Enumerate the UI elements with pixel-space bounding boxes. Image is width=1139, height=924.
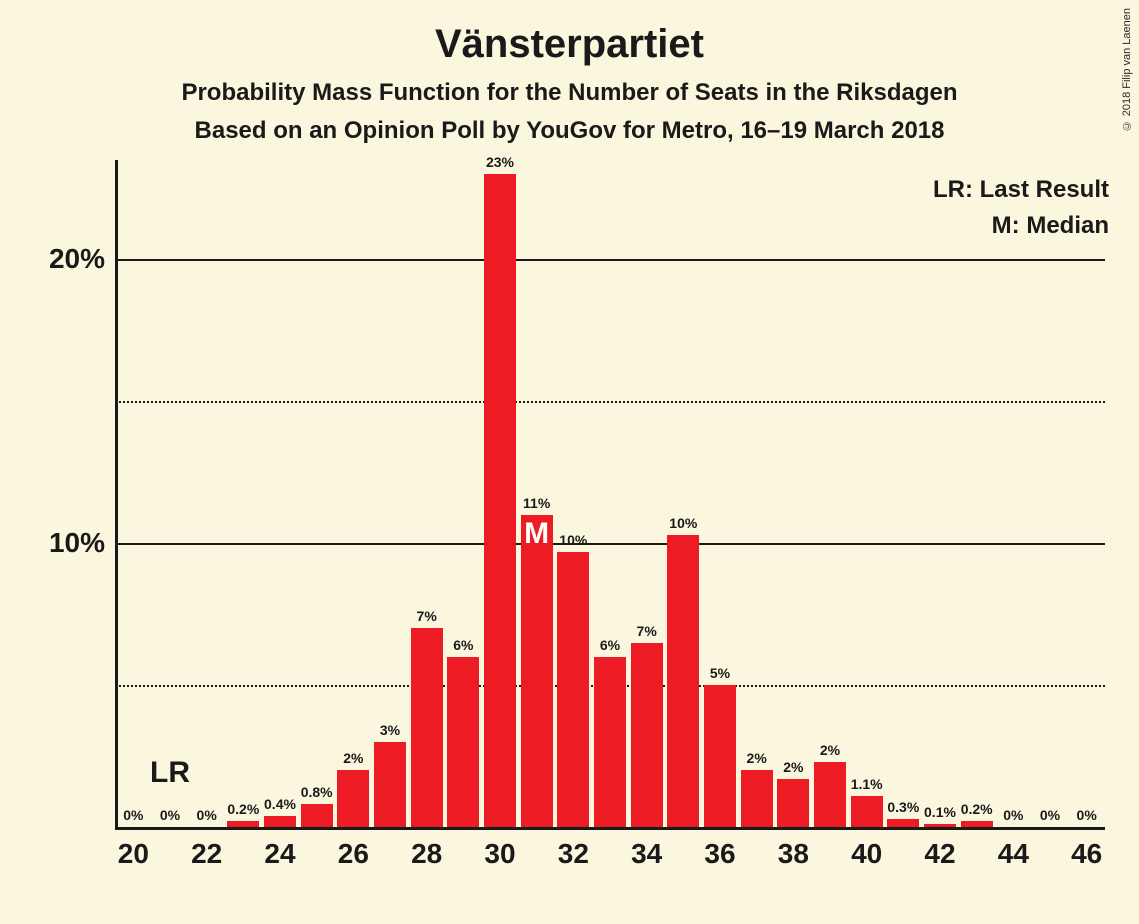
bar-value-label: 0% — [197, 807, 217, 827]
bar: 10% — [557, 552, 589, 827]
bar: 23% — [484, 174, 516, 827]
bar: 6% — [447, 657, 479, 827]
x-tick-label: 40 — [851, 838, 882, 870]
chart-title: Vänsterpartiet — [0, 22, 1139, 67]
bar-value-label: 0.8% — [301, 784, 333, 804]
bar-value-label: 7% — [417, 608, 437, 628]
bar: 6% — [594, 657, 626, 827]
bar-value-label: 2% — [783, 759, 803, 779]
x-tick-label: 22 — [191, 838, 222, 870]
y-tick-label: 10% — [49, 527, 105, 559]
x-axis — [115, 827, 1105, 830]
bar: 2% — [337, 770, 369, 827]
pmf-bar-chart: 0%0%0%0.2%0.4%0.8%2%3%7%6%23%11%10%6%7%1… — [115, 160, 1105, 830]
bar: 2% — [777, 779, 809, 827]
x-tick-label: 44 — [998, 838, 1029, 870]
x-tick-label: 34 — [631, 838, 662, 870]
median-marker: M — [524, 517, 549, 551]
bars-container: 0%0%0%0.2%0.4%0.8%2%3%7%6%23%11%10%6%7%1… — [115, 160, 1105, 827]
bar: 1.1% — [851, 796, 883, 827]
x-tick-label: 20 — [118, 838, 149, 870]
bar-value-label: 10% — [669, 515, 697, 535]
bar-value-label: 2% — [820, 742, 840, 762]
bar-value-label: 0.3% — [887, 799, 919, 819]
x-tick-label: 32 — [558, 838, 589, 870]
bar: 2% — [814, 762, 846, 827]
bar-value-label: 6% — [453, 637, 473, 657]
bar-value-label: 11% — [523, 495, 550, 515]
x-tick-label: 36 — [704, 838, 735, 870]
bar: 0.3% — [887, 819, 919, 828]
bar-value-label: 0% — [160, 807, 180, 827]
bar-value-label: 0% — [1003, 807, 1023, 827]
x-tick-label: 24 — [264, 838, 295, 870]
bar-value-label: 5% — [710, 665, 730, 685]
x-tick-label: 30 — [484, 838, 515, 870]
bar-value-label: 0% — [1077, 807, 1097, 827]
bar: 0.2% — [961, 821, 993, 827]
lr-marker: LR — [150, 756, 190, 790]
bar: 11% — [521, 515, 553, 827]
bar-value-label: 23% — [486, 154, 514, 174]
bar-value-label: 0.2% — [961, 801, 993, 821]
plot-area: 0%0%0%0.2%0.4%0.8%2%3%7%6%23%11%10%6%7%1… — [115, 160, 1105, 830]
bar: 7% — [411, 628, 443, 827]
bar-value-label: 0.4% — [264, 796, 296, 816]
copyright-text: © 2018 Filip van Laenen — [1121, 8, 1133, 131]
bar: 0.2% — [227, 821, 259, 827]
bar: 0.4% — [264, 816, 296, 827]
x-tick-label: 46 — [1071, 838, 1102, 870]
bar: 2% — [741, 770, 773, 827]
y-tick-label: 20% — [49, 243, 105, 275]
bar-value-label: 10% — [559, 532, 587, 552]
bar-value-label: 3% — [380, 722, 400, 742]
chart-subnote: Based on an Opinion Poll by YouGov for M… — [0, 117, 1139, 145]
bar-value-label: 2% — [343, 750, 363, 770]
bar-value-label: 0% — [123, 807, 143, 827]
x-tick-label: 28 — [411, 838, 442, 870]
bar: 0.8% — [301, 804, 333, 827]
chart-subtitle: Probability Mass Function for the Number… — [0, 79, 1139, 107]
title-block: Vänsterpartiet Probability Mass Function… — [0, 0, 1139, 145]
bar-value-label: 0.2% — [227, 801, 259, 821]
bar-value-label: 2% — [747, 750, 767, 770]
x-tick-label: 38 — [778, 838, 809, 870]
bar: 0.1% — [924, 824, 956, 827]
bar-value-label: 6% — [600, 637, 620, 657]
bar-value-label: 1.1% — [851, 776, 883, 796]
bar-value-label: 7% — [637, 623, 657, 643]
bar: 10% — [667, 535, 699, 827]
bar: 3% — [374, 742, 406, 827]
x-tick-label: 42 — [924, 838, 955, 870]
x-tick-label: 26 — [338, 838, 369, 870]
bar-value-label: 0% — [1040, 807, 1060, 827]
bar: 5% — [704, 685, 736, 827]
bar: 7% — [631, 643, 663, 827]
bar-value-label: 0.1% — [924, 804, 956, 824]
